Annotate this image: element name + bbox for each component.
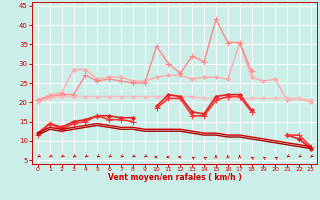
X-axis label: Vent moyen/en rafales ( km/h ): Vent moyen/en rafales ( km/h ) [108,173,241,182]
